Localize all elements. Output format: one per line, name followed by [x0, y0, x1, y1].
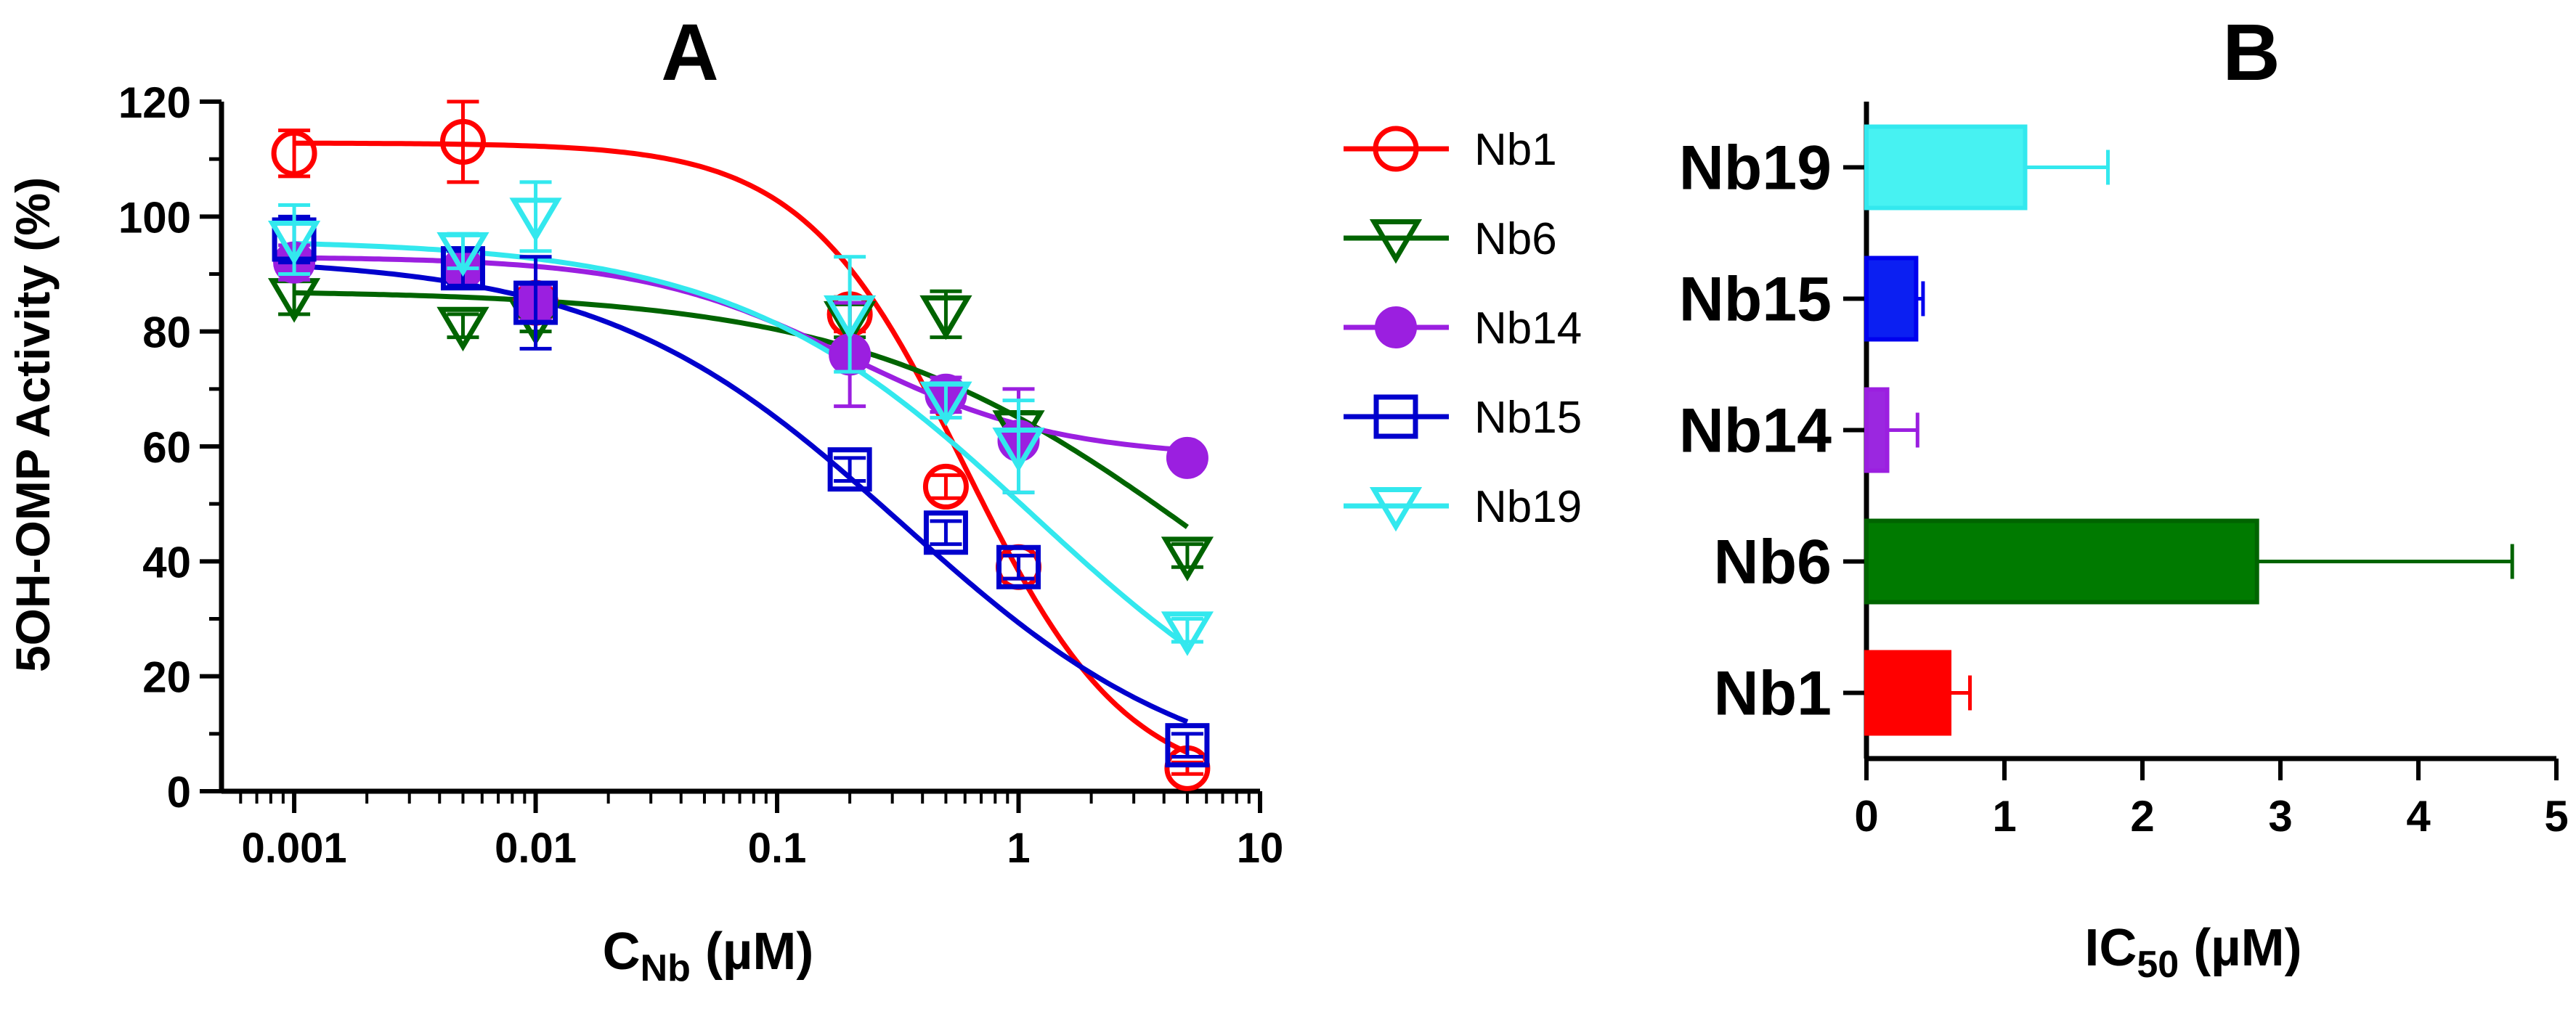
bar-nb19	[1864, 124, 2028, 211]
fit-curve-nb19	[293, 240, 1189, 648]
panel-a-y-tick-label: 0	[167, 768, 191, 817]
panel-b-x-tick-label: 1	[1992, 792, 2016, 841]
data-point-nb1	[439, 118, 486, 165]
panel-a-title: A	[661, 8, 718, 97]
fit-curve-nb15	[293, 263, 1189, 724]
panel-b-x-tick-label: 4	[2406, 792, 2431, 841]
panel-b-category-label-nb15: Nb15	[1679, 265, 1832, 335]
panel-b-x-tick-label: 2	[2130, 792, 2154, 841]
legend-marker-nb14	[1375, 306, 1417, 348]
panel-a-y-axis-label: 5OH-OMP Activity (%)	[6, 177, 60, 672]
panel-a: A 5OH-OMP Activity (%) CNb (µM) 0 20 40 60 8…	[6, 8, 1582, 989]
bar-nb14	[1864, 387, 1890, 473]
data-point-nb19	[919, 381, 972, 427]
panel-a-x-tick-label: 10	[1237, 825, 1284, 872]
legend-marker-nb15	[1373, 394, 1418, 439]
data-point-nb15	[827, 447, 872, 492]
panel-b-x-label-main: IC	[2084, 919, 2137, 977]
legend-marker-nb19	[1369, 487, 1423, 532]
panel-b-axes: 0 1 2 3 4 5 Nb19 Nb15 Nb14 Nb6 Nb1	[1679, 102, 2569, 841]
bar-nb6	[1864, 518, 2259, 605]
panel-b-x-label-unit: (µM)	[2179, 919, 2301, 977]
data-point-nb14	[1166, 436, 1208, 479]
fit-curve-nb1	[294, 140, 1189, 755]
data-point-nb6	[436, 306, 489, 352]
bar-nb15	[1864, 256, 1919, 342]
panel-a-x-tick-label: 0.01	[495, 825, 577, 872]
data-point-nb19	[824, 295, 877, 340]
legend-label-nb1: Nb1	[1474, 125, 1557, 175]
panel-b-x-tick-label: 0	[1854, 792, 1878, 841]
data-point-nb15	[1165, 723, 1210, 768]
panel-a-legend: Nb1 Nb6 Nb14 Nb15 Nb19	[1344, 125, 1582, 532]
panel-a-x-tick-label: 0.1	[748, 825, 807, 872]
panel-b-category-label-nb6: Nb6	[1714, 528, 1832, 597]
panel-b-x-tick-label: 5	[2544, 792, 2568, 841]
panel-a-axes: 0 20 40 60 80 100 120 0.001 0.01 0.1 1 10	[118, 78, 1283, 872]
data-point-nb6	[1161, 536, 1214, 581]
panel-a-y-tick-label: 120	[118, 78, 191, 127]
data-point-nb15	[996, 544, 1041, 589]
panel-b: B IC50 (µM) 0 1 2 3 4 5 Nb19 Nb15 Nb14 Nb6 Nb1	[1679, 8, 2569, 986]
panel-a-x-tick-label: 1	[1007, 825, 1030, 872]
data-point-nb19	[436, 232, 489, 277]
panel-a-y-tick-label: 100	[118, 193, 191, 242]
panel-b-category-label-nb14: Nb14	[1679, 396, 1832, 466]
data-point-nb19	[509, 197, 562, 242]
panel-a-data-points	[267, 99, 1214, 791]
legend-label-nb14: Nb14	[1474, 303, 1582, 354]
panel-a-y-tick-label: 60	[142, 423, 191, 472]
panel-a-x-tick-label: 0.001	[242, 825, 347, 872]
panel-b-x-axis-label: IC50 (µM)	[2084, 919, 2301, 986]
legend-label-nb15: Nb15	[1474, 393, 1582, 443]
panel-b-category-label-nb1: Nb1	[1714, 659, 1832, 729]
legend-marker-nb6	[1369, 219, 1423, 264]
panel-a-x-label-main: C	[603, 923, 641, 981]
panel-a-x-axis-label: CNb (µM)	[603, 923, 814, 989]
fit-curve-nb14	[294, 255, 1188, 453]
legend-marker-nb1	[1373, 126, 1419, 172]
data-point-nb19	[1161, 611, 1214, 656]
panel-a-y-tick-label: 40	[142, 538, 191, 587]
data-point-nb15	[513, 280, 558, 325]
panel-a-x-label-sub: Nb	[641, 947, 691, 989]
bar-nb1	[1864, 650, 1951, 736]
panel-a-y-tick-label: 20	[142, 653, 191, 702]
data-point-nb19	[992, 428, 1045, 473]
panel-b-x-label-sub: 50	[2137, 944, 2179, 986]
panel-a-x-label-unit: (µM)	[691, 923, 813, 981]
data-point-nb1	[922, 463, 969, 510]
data-point-nb15	[923, 510, 968, 555]
panel-b-category-label-nb19: Nb19	[1679, 134, 1832, 203]
data-point-nb6	[919, 295, 972, 340]
panel-b-bars	[1864, 124, 2514, 736]
data-point-nb1	[271, 130, 317, 176]
panel-b-x-tick-label: 3	[2268, 792, 2292, 841]
panel-b-title: B	[2222, 8, 2280, 97]
data-point-nb19	[267, 221, 321, 266]
panel-a-fit-curves	[293, 140, 1189, 755]
legend-label-nb19: Nb19	[1474, 482, 1582, 532]
fit-curve-nb6	[294, 290, 1189, 529]
panel-a-y-tick-label: 80	[142, 309, 191, 357]
legend-label-nb6: Nb6	[1474, 214, 1557, 264]
